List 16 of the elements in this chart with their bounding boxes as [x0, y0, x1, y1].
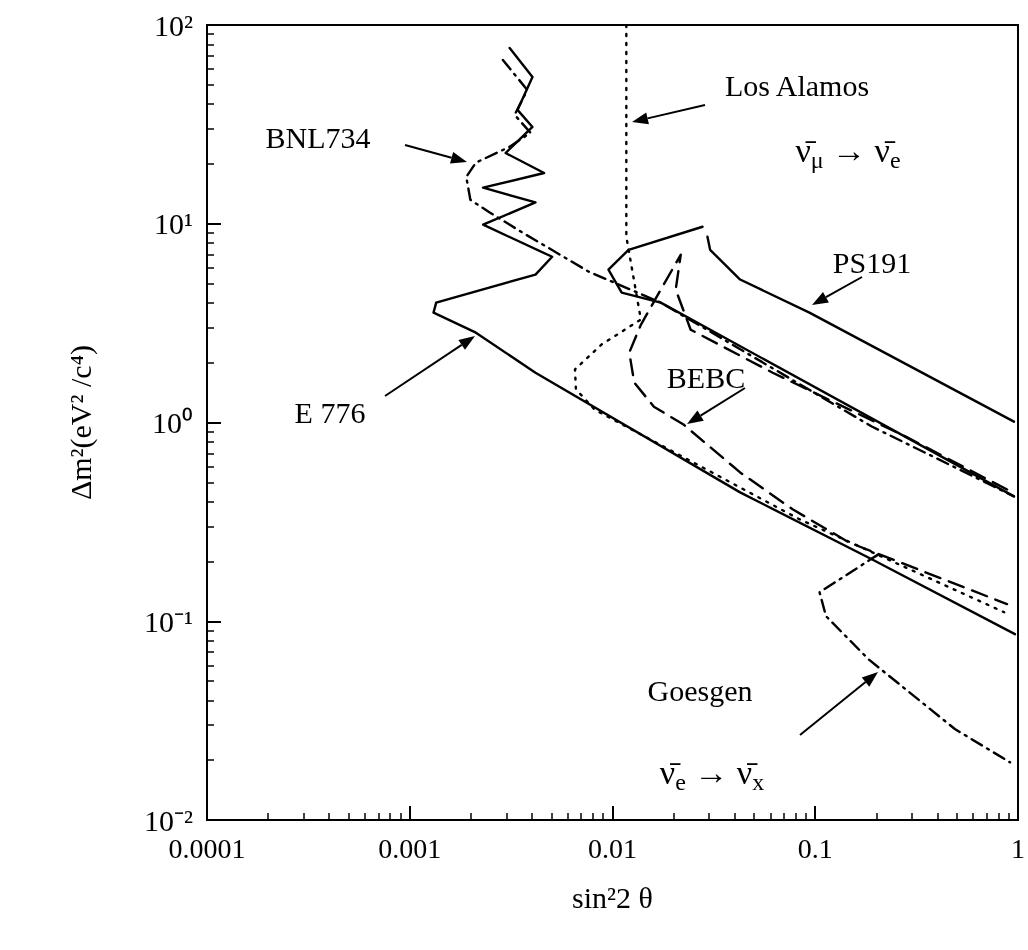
- x-tick-label: 1: [1011, 832, 1025, 864]
- annotation: PS191: [832, 245, 912, 279]
- y-axis-title: Δm²(eV² /c⁴): [63, 344, 98, 501]
- annotation: Los Alamos: [724, 68, 870, 102]
- x-axis-title: sin²2 θ: [572, 880, 653, 914]
- y-tick-label: 10⁰: [152, 406, 193, 439]
- x-tick-label: 0.001: [378, 832, 442, 864]
- annotation: BNL734: [265, 120, 371, 154]
- x-tick-label: 0.01: [588, 832, 637, 864]
- x-tick-label: 0.1: [797, 832, 833, 864]
- annotation: BEBC: [666, 360, 746, 394]
- annotation: Goesgen: [647, 673, 753, 707]
- y-tick-label: 10⁻¹: [144, 604, 193, 638]
- y-tick-label: 10²: [154, 8, 193, 42]
- y-tick-label: 10¹: [154, 207, 193, 241]
- annotation: E 776: [294, 395, 366, 429]
